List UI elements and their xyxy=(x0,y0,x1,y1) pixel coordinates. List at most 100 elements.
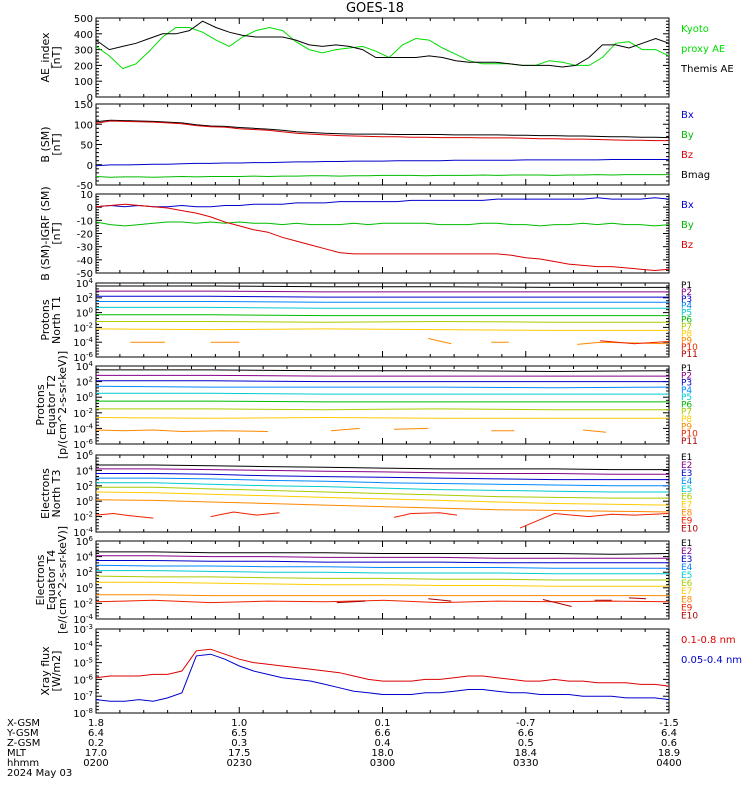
panel-frame xyxy=(95,282,670,358)
legend-label: proxy AE xyxy=(681,44,725,55)
x-tick-label: 0.6 xyxy=(661,738,677,749)
series-e6 xyxy=(96,486,669,499)
y-tick-label: 400 xyxy=(74,30,93,41)
series-e9-segment xyxy=(519,512,670,529)
y-tick-label: 10-4 xyxy=(73,526,93,539)
series-e10-segment xyxy=(428,598,452,602)
series-themis-ae xyxy=(95,20,670,68)
y-tick-label: 102 xyxy=(76,480,93,493)
x-tick-label: 6.5 xyxy=(231,728,247,739)
x-tick-label: 0330 xyxy=(513,758,538,769)
x-row-label: X-GSM xyxy=(7,718,40,729)
y-tick-label: 10-6 xyxy=(73,351,93,364)
legend-label: P3 xyxy=(681,295,692,305)
series-p10-segment xyxy=(600,340,670,345)
x-tick-label: 0.5 xyxy=(518,738,534,749)
legend-label: P9 xyxy=(681,422,692,432)
series-p3 xyxy=(96,380,669,383)
legend-label: P2 xyxy=(681,371,692,381)
y-tick-label: 10-4 xyxy=(73,336,93,349)
series-p9-segment xyxy=(393,427,429,430)
series-p5 xyxy=(96,306,669,309)
series-p2 xyxy=(96,374,669,377)
y-tick-label: 10-4 xyxy=(73,640,93,653)
y-tick-label: 10-2 xyxy=(73,597,93,610)
y-tick-label: 300 xyxy=(74,46,93,57)
x-tick-label: 0400 xyxy=(656,758,681,769)
legend-label: Kyoto xyxy=(681,24,709,35)
legend-label: E9 xyxy=(681,603,693,613)
series-e3 xyxy=(96,473,669,481)
y-tick-label: 0 xyxy=(87,161,93,172)
series-p4 xyxy=(95,385,670,389)
legend-label: 0.1-0.8 nm xyxy=(681,635,736,646)
series-p2 xyxy=(96,290,669,293)
legend-label: P1 xyxy=(681,364,692,374)
panel-8: 10-3 10-4 10-5 10-6 10-7 10-8 Xray flux[W/m2] 0… xyxy=(39,623,742,720)
y-axis-label: [e/(cm^2-s-sr-keV)] xyxy=(56,526,69,634)
legend-label: E9 xyxy=(681,517,693,527)
x-tick-label: -1.5 xyxy=(659,718,679,729)
y-tick-label: 10-2 xyxy=(73,321,93,334)
x-tick-label: 0.1 xyxy=(375,718,391,729)
series-0-1-0-8-nm xyxy=(95,648,670,687)
y-tick-label: -10 xyxy=(77,216,93,227)
panel-frame xyxy=(95,365,670,445)
legend-label: P7 xyxy=(681,408,692,418)
series-0-05-0-4-nm xyxy=(95,653,670,702)
x-tick-label: 0.2 xyxy=(88,738,104,749)
y-tick-label: 200 xyxy=(74,61,93,72)
legend-label: E4 xyxy=(681,563,693,573)
series-e10-segment xyxy=(336,600,366,604)
series-p8 xyxy=(95,416,669,419)
y-tick-label: 106 xyxy=(76,535,94,548)
legend-label: E5 xyxy=(681,485,692,495)
legend-label: P8 xyxy=(681,415,692,425)
y-tick-label: 10-7 xyxy=(73,690,93,703)
y-axis-label: Electrons xyxy=(34,554,47,605)
y-tick-label: 10-4 xyxy=(73,422,93,435)
series-p3 xyxy=(96,295,669,298)
y-tick-label: 100 xyxy=(76,495,93,508)
series-e9 xyxy=(95,599,670,604)
legend-label: E3 xyxy=(681,469,692,479)
legend-label: P6 xyxy=(681,400,692,410)
y-tick-label: 100 xyxy=(74,77,93,88)
panel-frame xyxy=(95,103,670,186)
y-tick-label: 100 xyxy=(76,307,93,320)
legend-label: P6 xyxy=(681,316,692,326)
legend-label: E5 xyxy=(681,571,692,581)
series-p6 xyxy=(96,314,669,317)
x-row-label: Y-GSM xyxy=(6,728,39,739)
legend-label: P3 xyxy=(681,379,692,389)
legend-label: E6 xyxy=(681,493,693,503)
series-p9-segment xyxy=(428,338,452,345)
y-tick-label: 10-6 xyxy=(73,438,93,451)
panel-2: 150 100 50 0 -50 B (SM)[nT] Bx By Bz Bmag xyxy=(39,100,710,192)
legend-label: P7 xyxy=(681,322,692,332)
y-axis-label: Equator T2 xyxy=(45,375,58,435)
x-tick-label: 0.3 xyxy=(231,738,247,749)
series-e5 xyxy=(96,570,669,575)
y-axis-label: B (SM)-IGRF (SM) xyxy=(39,186,52,280)
legend-label: E1 xyxy=(681,453,692,463)
legend-label: P10 xyxy=(681,430,698,440)
series-e9-segment xyxy=(210,511,280,518)
legend-label: Bz xyxy=(681,150,693,161)
y-axis-label: B (SM) xyxy=(39,126,52,162)
series-e4 xyxy=(96,477,669,487)
x-tick-label: 17.5 xyxy=(228,748,250,759)
series-e1 xyxy=(96,464,669,471)
series-e2 xyxy=(96,468,669,475)
legend-label: Bx xyxy=(681,200,694,211)
series-by xyxy=(95,174,669,178)
y-tick-label: 10-4 xyxy=(73,613,93,626)
legend-label: E7 xyxy=(681,501,692,511)
x-tick-label: 18.9 xyxy=(658,748,680,759)
legend-label: Bmag xyxy=(681,170,710,181)
y-tick-label: 500 xyxy=(74,14,93,25)
